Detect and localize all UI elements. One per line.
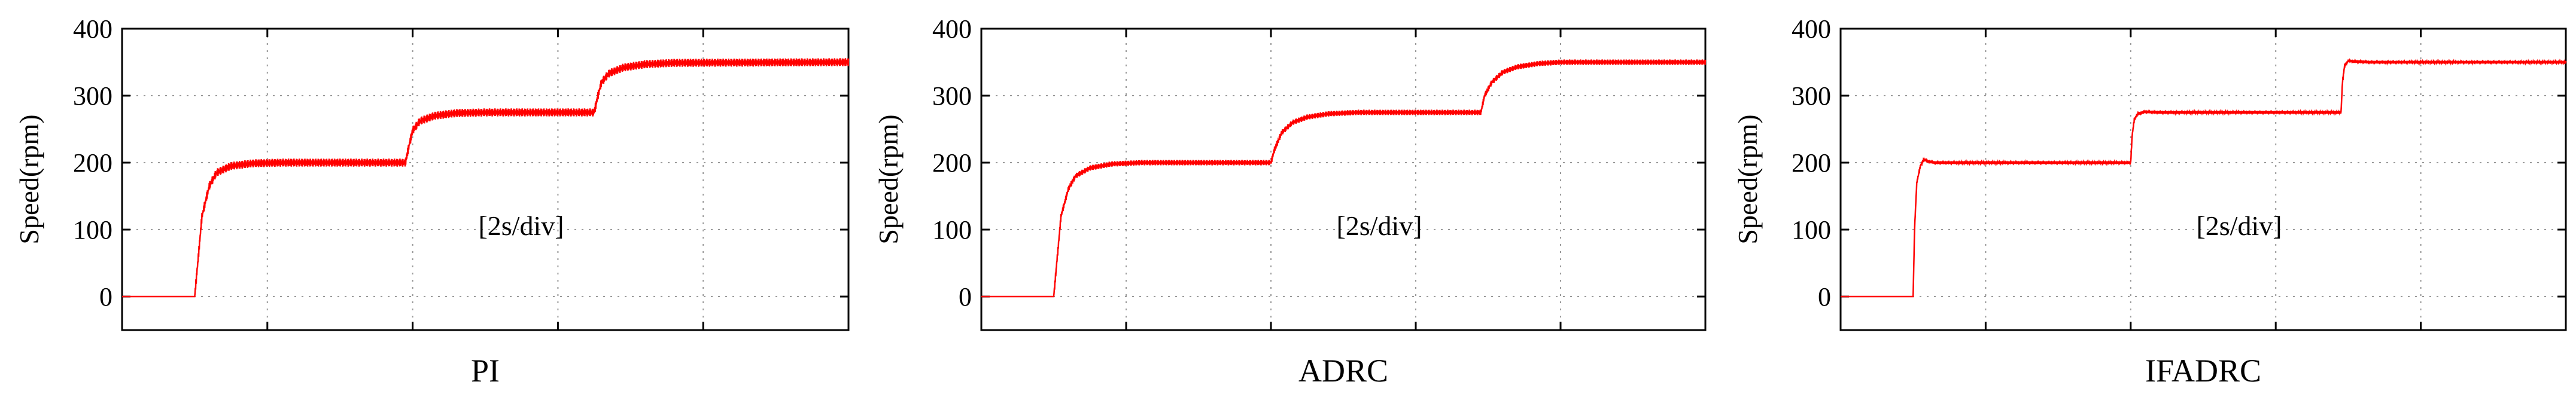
y-tick-label: 200 xyxy=(73,148,112,178)
chart-panel-3: 0 100 200 300 400 [2s/div] Speed(rpm) IFADRC xyxy=(1732,14,2567,389)
series-line-1 xyxy=(122,58,850,298)
y-tick-label: 100 xyxy=(73,215,112,245)
chart-panel-2: 0 100 200 300 400 [2s/div] Speed(rpm) ADRC xyxy=(873,14,1707,389)
y-tick-label: 400 xyxy=(1792,14,1831,44)
panel-caption: IFADRC xyxy=(2145,353,2261,389)
plot-frame xyxy=(121,28,850,331)
y-tick-label: 200 xyxy=(1792,148,1831,178)
y-tick-label: 100 xyxy=(932,215,972,245)
series-line-1 xyxy=(981,59,1707,298)
y-tick-label: 200 xyxy=(932,148,972,178)
y-axis-label: Speed(rpm) xyxy=(873,114,904,244)
y-tick-label: 300 xyxy=(73,81,112,111)
y-tick-label: 400 xyxy=(932,14,972,44)
y-tick-label: 0 xyxy=(99,282,112,312)
chart-panel-1: 0 100 200 300 400 [2s/div] Speed(rpm) PI xyxy=(14,14,850,389)
plot-frame xyxy=(980,28,1707,331)
y-tick-label: 0 xyxy=(959,282,972,312)
y-tick-label: 0 xyxy=(1818,282,1831,312)
y-tick-label: 300 xyxy=(932,81,972,111)
y-tick-label: 300 xyxy=(1792,81,1831,111)
plot-frame xyxy=(1839,28,2567,331)
panel-caption: PI xyxy=(471,353,500,389)
panel-caption: ADRC xyxy=(1298,353,1388,389)
time-scale-annotation: [2s/div] xyxy=(478,210,564,241)
time-scale-annotation: [2s/div] xyxy=(1336,210,1422,241)
y-axis-label: Speed(rpm) xyxy=(1732,114,1763,244)
series-line-1 xyxy=(1841,58,2567,298)
y-tick-label: 400 xyxy=(73,14,112,44)
time-scale-annotation: [2s/div] xyxy=(2196,210,2282,241)
y-tick-label: 100 xyxy=(1792,215,1831,245)
y-axis-label: Speed(rpm) xyxy=(14,114,44,244)
